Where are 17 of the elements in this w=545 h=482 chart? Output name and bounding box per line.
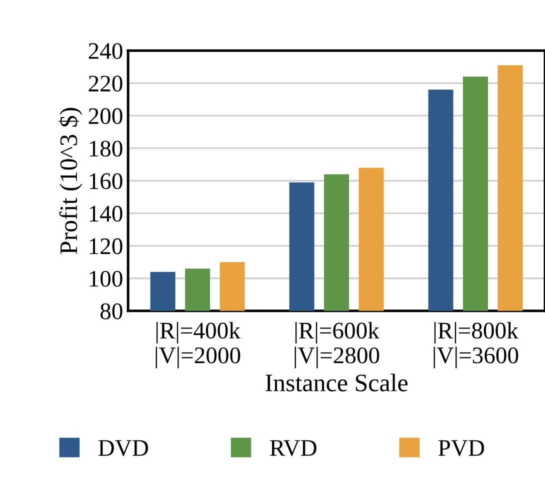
legend-label: RVD — [270, 440, 316, 456]
y-tick-label: 180 — [90, 140, 122, 157]
y-tick-label: 120 — [90, 238, 122, 254]
y-axis-title: Profit (10^3 $) — [58, 108, 82, 254]
y-tick-label: 100 — [90, 270, 122, 287]
y-tick-label: 140 — [90, 206, 122, 222]
y-tick-label: 220 — [88, 76, 122, 92]
x-axis-title: Instance Scale — [266, 374, 408, 392]
x-tick-label: |R|=800k |V|=3600 — [434, 322, 518, 368]
x-tick-label: |R|=600k |V|=2800 — [294, 322, 380, 368]
y-tick-label: 80 — [100, 303, 122, 320]
legend-label: PVD — [438, 440, 484, 456]
y-tick-label: 160 — [90, 173, 122, 190]
y-tick-label: 240 — [88, 43, 122, 60]
legend-label: DVD — [98, 440, 148, 456]
x-tick-label: |R|=400k |V|=2000 — [156, 322, 240, 368]
y-tick-label: 200 — [88, 108, 122, 124]
